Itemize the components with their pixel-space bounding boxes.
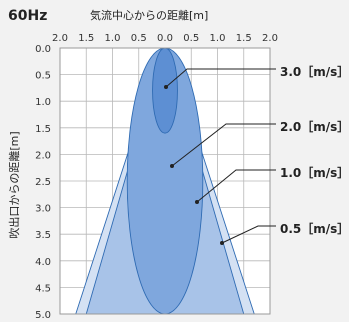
plot-border	[59, 47, 271, 315]
x-tick-label: 0.5	[131, 33, 147, 44]
x-tick-label: 2.0	[52, 33, 68, 44]
y-tick-label: 5.0	[35, 310, 51, 321]
y-tick-label: 0.0	[35, 44, 51, 55]
y-tick-label: 2.5	[35, 177, 51, 188]
left-axis-title: 吹出口からの距離[m]	[7, 131, 21, 238]
x-tick-label: 1.0	[105, 33, 121, 44]
y-tick-label: 1.0	[35, 97, 51, 108]
airflow-shapes	[75, 48, 255, 314]
y-tick-label: 4.0	[35, 257, 51, 268]
region-2.0ms	[126, 48, 204, 314]
top-axis-title: 気流中心からの距離[m]	[90, 8, 208, 22]
y-tick-label: 3.5	[35, 230, 51, 241]
x-tick-label: 1.0	[210, 33, 226, 44]
region-3.0ms	[152, 48, 178, 134]
label-1.0ms: 1.0［m/s］	[280, 165, 349, 180]
leader-dot	[220, 241, 224, 245]
leader-line	[165, 68, 276, 88]
label-0.5ms: 0.5［m/s］	[280, 221, 349, 236]
label-2.0ms: 2.0［m/s］	[280, 119, 349, 134]
leader-dot	[170, 164, 174, 168]
x-tick-label: 0.5	[183, 33, 199, 44]
frequency-label: 60Hz	[8, 8, 47, 24]
x-tick-label: 1.5	[236, 33, 252, 44]
leader-lines	[164, 68, 276, 245]
leader-line	[171, 123, 276, 167]
leader-line	[221, 225, 276, 244]
y-tick-labels: 0.0 0.5 1.0 1.5 2.0 2.5 3.0 3.5 4.0 4.5 5.0	[35, 44, 51, 321]
y-tick-label: 4.5	[35, 283, 51, 294]
label-3.0ms: 3.0［m/s］	[280, 64, 349, 79]
y-tick-label: 2.0	[35, 150, 51, 161]
x-tick-label: 2.0	[262, 33, 278, 44]
x-tick-labels: 2.0 1.5 1.0 0.5 0.0 0.5 1.0 1.5 2.0	[52, 33, 278, 44]
leader-dot	[164, 85, 168, 89]
leader-line	[196, 169, 276, 203]
y-tick-label: 0.5	[35, 71, 51, 82]
x-tick-label: 0.0	[157, 33, 173, 44]
y-tick-label: 1.5	[35, 124, 51, 135]
y-tick-label: 3.0	[35, 204, 51, 215]
x-tick-label: 1.5	[78, 33, 94, 44]
leader-dot	[195, 200, 199, 204]
